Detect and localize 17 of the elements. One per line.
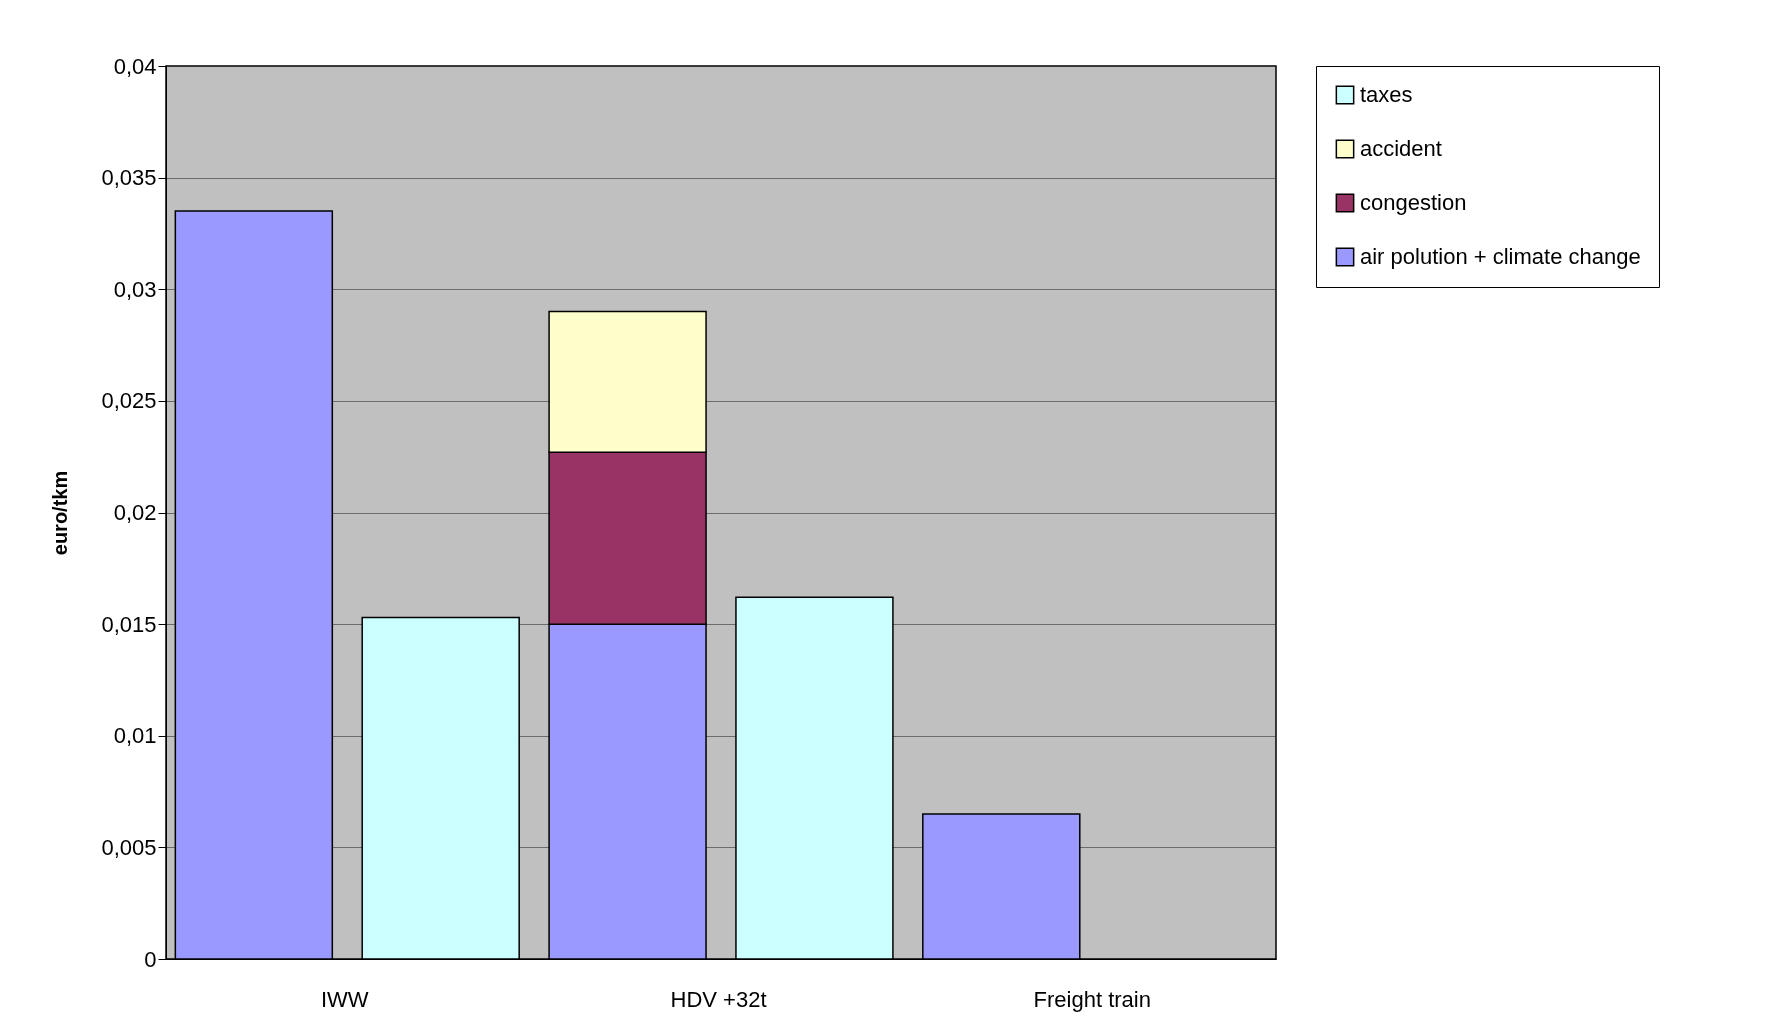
y-tick-label: 0,035 — [101, 165, 157, 191]
x-tick-label: Freight train — [1033, 986, 1151, 1012]
y-tick-label: 0,025 — [101, 388, 157, 414]
legend-label: accident — [1360, 136, 1442, 161]
y-tick-label: 0,01 — [113, 723, 157, 749]
y-tick-label: 0,005 — [101, 834, 157, 860]
y-tick-label: 0,03 — [113, 276, 157, 302]
x-tick-label: HDV +32t — [670, 986, 767, 1012]
y-tick-label: 0,04 — [113, 53, 157, 79]
legend-label: air polution + climate change — [1360, 244, 1641, 269]
y-axis-title: euro/tkm — [49, 470, 72, 556]
legend-label: taxes — [1360, 82, 1413, 107]
y-tick-label: 0 — [144, 946, 157, 972]
legend-label: congestion — [1360, 190, 1467, 215]
y-tick-label: 0,02 — [113, 500, 157, 525]
y-tick-label: 0,015 — [101, 611, 157, 637]
x-tick-label: IWW — [320, 986, 369, 1012]
